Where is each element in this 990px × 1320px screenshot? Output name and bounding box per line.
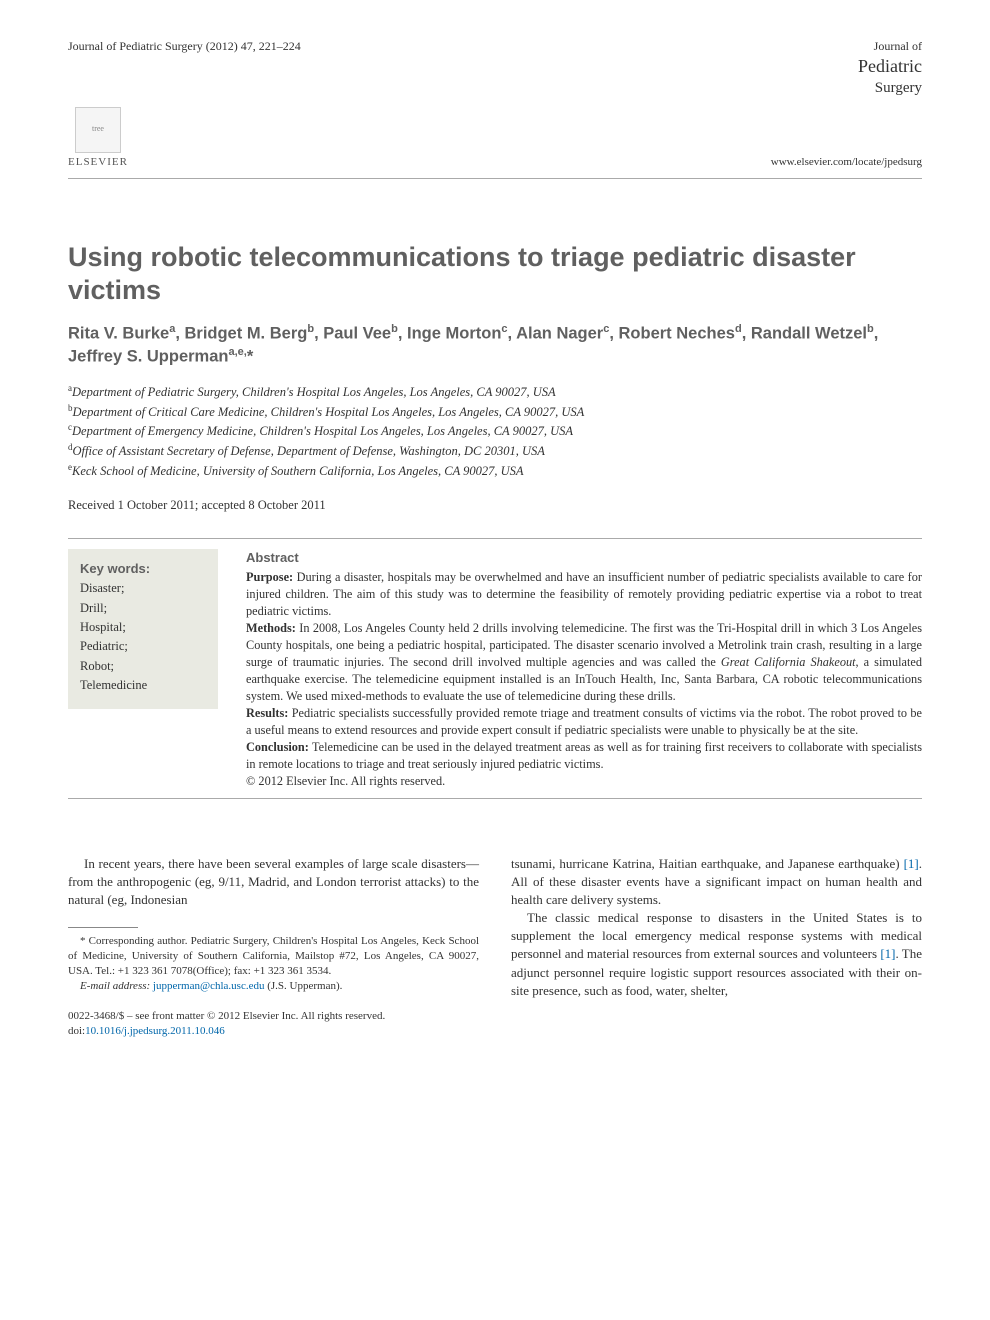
footnote-rule <box>68 927 138 928</box>
email-line: E-mail address: jupperman@chla.usc.edu (… <box>68 979 479 994</box>
abstract-row: Key words: Disaster; Drill; Hospital; Pe… <box>68 539 922 790</box>
abstract-heading: Abstract <box>246 549 922 567</box>
keyword-item: Hospital; <box>80 618 206 637</box>
journal-title-box: Journal of Pediatric Surgery <box>858 38 922 99</box>
purpose-text: During a disaster, hospitals may be over… <box>246 570 922 618</box>
affiliation-a: aDepartment of Pediatric Surgery, Childr… <box>68 382 922 402</box>
p1-a: tsunami, hurricane Katrina, Haitian eart… <box>511 856 904 871</box>
journal-line2: Pediatric <box>858 54 922 78</box>
keyword-item: Telemedicine <box>80 676 206 695</box>
journal-line3: Surgery <box>858 78 922 98</box>
affiliation-e: eKeck School of Medicine, University of … <box>68 461 922 481</box>
keyword-item: Drill; <box>80 599 206 618</box>
keywords-heading: Key words: <box>80 559 206 579</box>
email-label: E-mail address: <box>80 980 150 992</box>
body-para-1-right: tsunami, hurricane Katrina, Haitian eart… <box>511 855 922 910</box>
keywords-box: Key words: Disaster; Drill; Hospital; Pe… <box>68 549 218 709</box>
abstract-copyright: © 2012 Elsevier Inc. All rights reserved… <box>246 773 922 790</box>
email-who: (J.S. Upperman). <box>264 980 342 992</box>
article-title: Using robotic telecommunications to tria… <box>68 241 922 309</box>
body-para-1-left: In recent years, there have been several… <box>68 855 479 910</box>
journal-url[interactable]: www.elsevier.com/locate/jpedsurg <box>771 155 922 170</box>
left-column: In recent years, there have been several… <box>68 855 479 1040</box>
ref-1[interactable]: [1] <box>904 856 919 871</box>
conclusion-label: Conclusion: <box>246 740 309 754</box>
doi-prefix: doi: <box>68 1025 85 1037</box>
doi-line: doi:10.1016/j.jpedsurg.2011.10.046 <box>68 1024 479 1039</box>
header-rule <box>68 178 922 179</box>
conclusion-text: Telemedicine can be used in the delayed … <box>246 740 922 771</box>
email-link[interactable]: jupperman@chla.usc.edu <box>153 980 265 992</box>
keyword-item: Pediatric; <box>80 637 206 656</box>
abstract-conclusion: Conclusion: Telemedicine can be used in … <box>246 739 922 773</box>
front-matter-line: 0022-3468/$ – see front matter © 2012 El… <box>68 1009 479 1024</box>
keyword-item: Robot; <box>80 657 206 676</box>
body-columns: In recent years, there have been several… <box>68 855 922 1040</box>
article-dates: Received 1 October 2011; accepted 8 Octo… <box>68 497 922 514</box>
ref-1b[interactable]: [1] <box>880 946 895 961</box>
abstract-methods: Methods: In 2008, Los Angeles County hel… <box>246 620 922 705</box>
authors: Rita V. Burkea, Bridget M. Bergb, Paul V… <box>68 322 922 368</box>
doi-block: 0022-3468/$ – see front matter © 2012 El… <box>68 1009 479 1039</box>
results-text: Pediatric specialists successfully provi… <box>246 706 922 737</box>
abstract-results: Results: Pediatric specialists successfu… <box>246 705 922 739</box>
elsevier-logo: tree ELSEVIER <box>68 107 128 170</box>
body-para-2-right: The classic medical response to disaster… <box>511 909 922 1000</box>
publisher-row: tree ELSEVIER www.elsevier.com/locate/jp… <box>68 107 922 170</box>
elsevier-tree-icon: tree <box>75 107 121 153</box>
methods-label: Methods: <box>246 621 296 635</box>
methods-italic: Great California Shakeout <box>721 655 856 669</box>
results-label: Results: <box>246 706 288 720</box>
right-column: tsunami, hurricane Katrina, Haitian eart… <box>511 855 922 1040</box>
affiliation-d: dOffice of Assistant Secretary of Defens… <box>68 441 922 461</box>
abstract-bottom-rule <box>68 798 922 799</box>
p2-a: The classic medical response to disaster… <box>511 910 922 961</box>
keyword-item: Disaster; <box>80 579 206 598</box>
affiliations: aDepartment of Pediatric Surgery, Childr… <box>68 382 922 482</box>
purpose-label: Purpose: <box>246 570 293 584</box>
abstract-purpose: Purpose: During a disaster, hospitals ma… <box>246 569 922 620</box>
abstract-column: Abstract Purpose: During a disaster, hos… <box>246 549 922 790</box>
doi-link[interactable]: 10.1016/j.jpedsurg.2011.10.046 <box>85 1025 225 1037</box>
elsevier-wordmark: ELSEVIER <box>68 155 128 170</box>
header-row: Journal of Pediatric Surgery (2012) 47, … <box>68 38 922 99</box>
affiliation-c: cDepartment of Emergency Medicine, Child… <box>68 421 922 441</box>
journal-line1: Journal of <box>858 38 922 54</box>
corresponding-author-note: * Corresponding author. Pediatric Surger… <box>68 934 479 979</box>
citation: Journal of Pediatric Surgery (2012) 47, … <box>68 38 301 54</box>
affiliation-b: bDepartment of Critical Care Medicine, C… <box>68 402 922 422</box>
